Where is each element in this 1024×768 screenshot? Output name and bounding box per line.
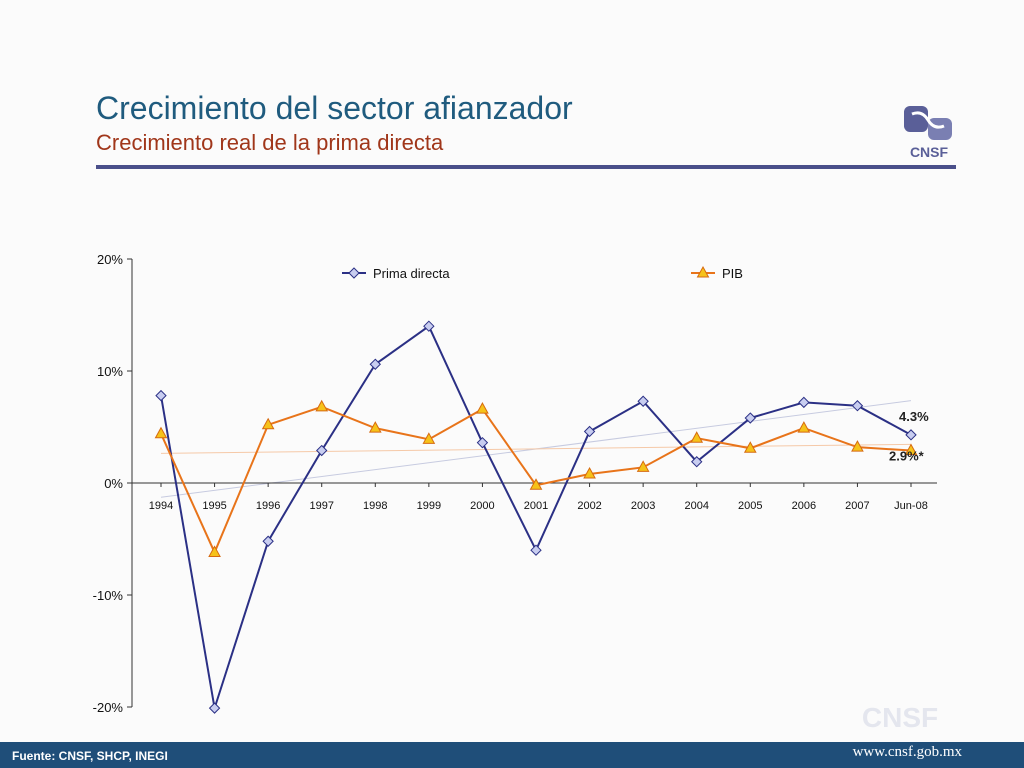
- x-tick-label: 1996: [256, 500, 280, 512]
- y-tick-label: -10%: [93, 588, 124, 603]
- footer-bar: [0, 742, 1024, 768]
- prima-point: [476, 436, 489, 449]
- legend-marker-1: [696, 265, 710, 278]
- prima-point: [798, 396, 810, 409]
- pib-point: [636, 460, 650, 472]
- prima-point: [369, 358, 381, 370]
- prima-point: [155, 389, 167, 402]
- cnsf-logo-icon: CNSF: [904, 106, 952, 160]
- pib-point: [315, 399, 329, 412]
- pib-point: [797, 421, 811, 433]
- legend-label-1: PIB: [722, 266, 743, 281]
- legend-marker-0: [348, 267, 360, 279]
- prima-point: [530, 544, 542, 556]
- watermark-logo: CNSF: [862, 702, 938, 732]
- prima-point: [583, 425, 596, 438]
- prima-point: [637, 395, 649, 407]
- x-tick-label: 2002: [577, 500, 601, 512]
- x-tick-label: 1994: [149, 500, 173, 512]
- x-tick-label: 2006: [792, 500, 816, 512]
- prima-point: [316, 444, 328, 457]
- x-tick-label: 1997: [309, 500, 333, 512]
- pib-point: [261, 417, 275, 430]
- x-tick-label: 2004: [684, 500, 708, 512]
- x-tick-label: 2000: [470, 500, 494, 512]
- prima-point: [423, 320, 435, 332]
- pib-point: [529, 478, 543, 490]
- prima-point: [905, 429, 917, 441]
- source-note: Fuente: CNSF, SHCP, INEGI: [12, 749, 168, 763]
- prima-point: [691, 456, 703, 468]
- x-tick-label: 2005: [738, 500, 762, 512]
- data-label-0: 4.3%: [899, 409, 929, 424]
- pib-point: [743, 441, 757, 453]
- x-tick-label: 2007: [845, 500, 869, 512]
- title-divider: [96, 165, 956, 169]
- trendline-1: [160, 443, 912, 454]
- logo-text: CNSF: [910, 144, 949, 160]
- x-tick-label: 2001: [524, 500, 548, 512]
- pib-point: [583, 467, 596, 479]
- x-tick-label: 1995: [202, 500, 226, 512]
- legend-label-0: Prima directa: [373, 266, 450, 281]
- pib-point: [904, 443, 918, 456]
- series-line-0: [160, 324, 912, 709]
- x-tick-label: 1999: [417, 500, 441, 512]
- prima-point: [208, 702, 221, 714]
- prima-point: [744, 412, 756, 424]
- prima-point: [851, 400, 864, 412]
- y-tick-label: 20%: [97, 252, 123, 267]
- pib-point: [690, 431, 704, 443]
- y-tick-label: 10%: [97, 364, 123, 379]
- website-link[interactable]: www.cnsf.gob.mx: [852, 744, 962, 760]
- prima-point: [262, 535, 274, 547]
- page-title: Crecimiento del sector afianzador: [96, 90, 573, 126]
- pib-point: [208, 545, 221, 557]
- pib-point: [368, 421, 382, 433]
- page-subtitle: Crecimiento real de la prima directa: [96, 130, 444, 155]
- y-tick-label: 0%: [104, 476, 123, 491]
- pib-point: [422, 432, 436, 444]
- pib-point: [154, 426, 168, 439]
- y-tick-label: -20%: [93, 700, 124, 715]
- pib-point: [851, 440, 864, 452]
- watermark-text: CNSF: [862, 702, 938, 732]
- pib-point: [476, 402, 489, 414]
- x-tick-label: 2003: [631, 500, 655, 512]
- data-label-1: 2.9%*: [889, 449, 925, 464]
- x-tick-label: Jun-08: [894, 500, 928, 512]
- x-tick-label: 1998: [363, 500, 387, 512]
